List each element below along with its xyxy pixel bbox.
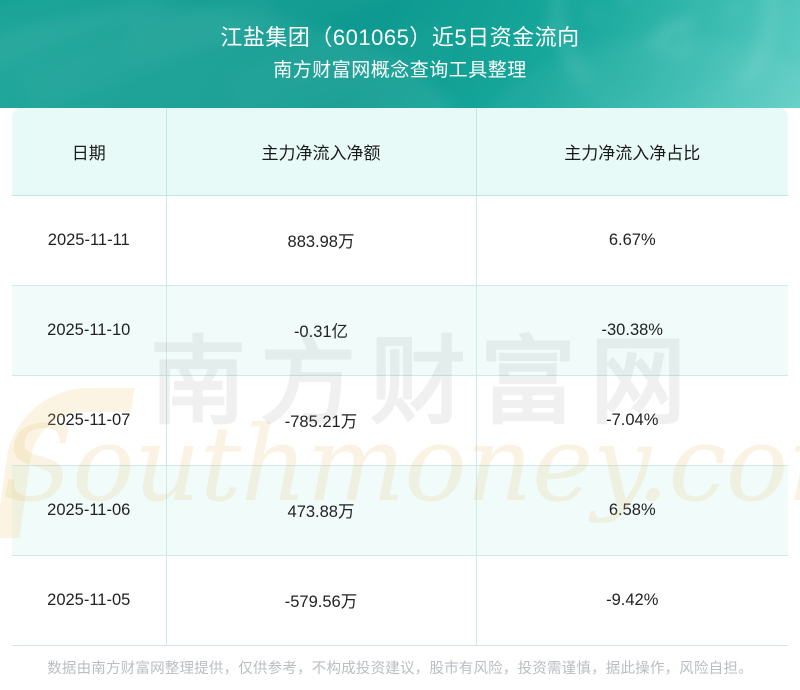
- table-row: 2025-11-11 883.98万 6.67%: [12, 195, 788, 286]
- cell-date-text: 2025-11-11: [47, 230, 130, 249]
- column-header-net-amount: 主力净流入净额: [166, 108, 477, 196]
- cell-net-ratio: -30.38%: [476, 285, 788, 376]
- cell-date-text: 2025-11-07: [47, 410, 131, 429]
- cell-net-amount: -579.56万: [166, 555, 477, 646]
- cell-date: 2025-11-06: [12, 465, 167, 556]
- column-header-net-amount-label: 主力净流入净额: [261, 143, 381, 163]
- cell-net-amount-text: -579.56万: [284, 593, 358, 611]
- cell-net-amount: 473.88万: [166, 465, 477, 556]
- page-title: 江盐集团（601065）近5日资金流向: [220, 25, 580, 50]
- table-row: 2025-11-10 -0.31亿 -30.38%: [12, 285, 788, 376]
- cell-date: 2025-11-05: [12, 555, 167, 646]
- page-subtitle: 南方财富网概念查询工具整理: [273, 60, 527, 81]
- column-header-date: 日期: [12, 108, 167, 196]
- table-row: 2025-11-06 473.88万 6.58%: [12, 465, 788, 556]
- table-header-row: 日期 主力净流入净额 主力净流入净占比: [12, 108, 788, 196]
- cell-date-text: 2025-11-06: [47, 500, 131, 519]
- fund-flow-table-wrapper: 日期 主力净流入净额 主力净流入净占比 2025-11-11 883.98万 6…: [12, 108, 788, 646]
- cell-net-amount-text: -785.21万: [284, 413, 358, 431]
- table-header: 日期 主力净流入净额 主力净流入净占比: [12, 108, 788, 196]
- cell-date-text: 2025-11-05: [47, 590, 131, 609]
- cell-net-ratio-text: -9.42%: [606, 590, 659, 609]
- page-banner: F 江盐集团（601065）近5日资金流向 南方财富网概念查询工具整理: [0, 0, 800, 108]
- column-header-net-ratio: 主力净流入净占比: [476, 108, 788, 196]
- cell-net-ratio: 6.67%: [476, 195, 788, 286]
- cell-date: 2025-11-11: [12, 195, 167, 286]
- cell-net-amount: -785.21万: [166, 375, 477, 466]
- cell-net-ratio: -7.04%: [476, 375, 788, 466]
- cell-net-ratio: -9.42%: [476, 555, 788, 646]
- cell-date-text: 2025-11-10: [47, 320, 131, 339]
- banner-decoration-artwork: F: [0, 0, 800, 108]
- cell-net-amount-text: 883.98万: [287, 233, 355, 251]
- cell-net-ratio: 6.58%: [476, 465, 788, 556]
- cell-net-amount: 883.98万: [166, 195, 477, 286]
- fund-flow-table: 日期 主力净流入净额 主力净流入净占比 2025-11-11 883.98万 6…: [12, 108, 788, 646]
- cell-net-ratio-text: -30.38%: [601, 320, 663, 339]
- cell-net-amount: -0.31亿: [166, 285, 477, 376]
- table-body: 2025-11-11 883.98万 6.67% 2025-11-10 -0.3…: [12, 195, 788, 646]
- fuel-pump-icon: [660, 22, 690, 56]
- column-header-net-ratio-label: 主力净流入净占比: [564, 143, 701, 163]
- cell-net-amount-text: -0.31亿: [293, 323, 349, 341]
- cell-date: 2025-11-10: [12, 285, 167, 376]
- footer-disclaimer-text: 数据由南方财富网整理提供，仅供参考，不构成投资建议，股市有风险，投资需谨慎，据此…: [47, 661, 753, 677]
- cell-net-ratio-text: -7.04%: [606, 410, 659, 429]
- column-header-date-label: 日期: [71, 143, 106, 163]
- cell-net-ratio-text: 6.67%: [608, 230, 656, 249]
- cell-net-ratio-text: 6.58%: [608, 500, 656, 519]
- banner-text-block: 江盐集团（601065）近5日资金流向 南方财富网概念查询工具整理: [0, 0, 800, 108]
- footer-disclaimer: 数据由南方财富网整理提供，仅供参考，不构成投资建议，股市有风险，投资需谨慎，据此…: [0, 645, 800, 690]
- table-row: 2025-11-05 -579.56万 -9.42%: [12, 555, 788, 646]
- cell-net-amount-text: 473.88万: [287, 503, 355, 521]
- cell-date: 2025-11-07: [12, 375, 167, 466]
- table-row: 2025-11-07 -785.21万 -7.04%: [12, 375, 788, 466]
- gauge-letter-f: F: [543, 16, 562, 49]
